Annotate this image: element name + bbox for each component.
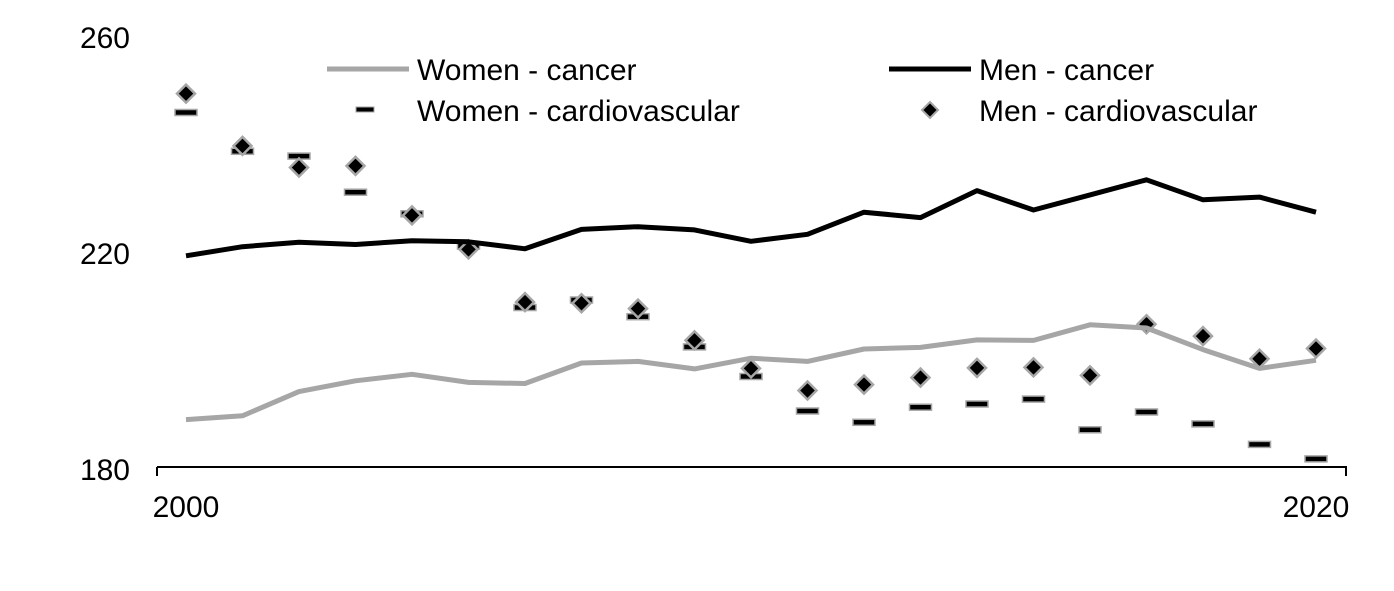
legend: Women - cancer Men - cancer Women - card… bbox=[327, 54, 1257, 128]
data-point-men-cardiovascular-2013 bbox=[909, 366, 932, 389]
data-point-men-cardiovascular-2000 bbox=[175, 82, 197, 105]
x-tick-label-2000: 2000 bbox=[153, 491, 220, 524]
data-point-men-cardiovascular-2011 bbox=[796, 379, 819, 402]
legend-swatch-women-cardiovascular bbox=[355, 106, 375, 113]
data-point-women-cardiovascular-2019 bbox=[1247, 440, 1272, 449]
data-point-men-cardiovascular-2018 bbox=[1192, 325, 1214, 347]
legend-label-men-cardiovascular: Men - cardiovascular bbox=[979, 95, 1257, 128]
x-tick-label-2020: 2020 bbox=[1283, 491, 1350, 524]
data-point-men-cardiovascular-2008 bbox=[627, 297, 649, 320]
series-men-cardiovascular bbox=[175, 82, 1327, 402]
data-point-women-cardiovascular-2000 bbox=[174, 108, 198, 117]
y-tick-label-220: 220 bbox=[80, 238, 130, 271]
data-point-women-cardiovascular-2011 bbox=[795, 407, 820, 415]
data-point-men-cardiovascular-2003 bbox=[344, 155, 367, 177]
legend-item-women-cardiovascular: Women - cardiovascular bbox=[355, 95, 740, 128]
data-point-men-cardiovascular-2012 bbox=[853, 373, 875, 396]
series-line-men-cancer bbox=[185, 177, 1317, 259]
legend-swatch-men-cardiovascular bbox=[920, 100, 940, 120]
data-point-men-cardiovascular-2006 bbox=[514, 291, 536, 313]
y-tick-label-180: 180 bbox=[80, 454, 130, 487]
data-point-men-cardiovascular-2010 bbox=[740, 357, 762, 380]
data-point-women-cardiovascular-2017 bbox=[1134, 408, 1159, 416]
y-tick-label-260: 260 bbox=[80, 22, 130, 55]
axes: 260 220 180 2000 2020 bbox=[80, 22, 1349, 524]
data-point-men-cardiovascular-2015 bbox=[1022, 356, 1045, 379]
plot-area bbox=[174, 82, 1328, 463]
data-point-women-cardiovascular-2014 bbox=[965, 400, 989, 408]
legend-label-women-cardiovascular: Women - cardiovascular bbox=[417, 95, 740, 128]
series-women-cardiovascular bbox=[174, 108, 1328, 463]
data-point-men-cardiovascular-2009 bbox=[683, 329, 706, 352]
data-point-men-cardiovascular-2002 bbox=[288, 156, 310, 179]
series-line-women-cancer bbox=[185, 322, 1317, 423]
data-point-women-cardiovascular-2012 bbox=[852, 418, 876, 427]
legend-item-women-cancer: Women - cancer bbox=[327, 54, 637, 87]
data-point-men-cardiovascular-2001 bbox=[231, 135, 254, 157]
legend-item-men-cancer: Men - cancer bbox=[889, 54, 1154, 87]
legend-item-men-cardiovascular: Men - cardiovascular bbox=[920, 95, 1257, 128]
data-point-women-cardiovascular-2015 bbox=[1021, 395, 1046, 403]
data-point-women-cardiovascular-2020 bbox=[1304, 455, 1328, 463]
data-point-women-cardiovascular-2016 bbox=[1078, 426, 1102, 434]
data-point-women-cardiovascular-2013 bbox=[908, 403, 933, 411]
data-point-men-cardiovascular-2016 bbox=[1079, 364, 1101, 387]
series-men-cancer bbox=[185, 177, 1317, 259]
data-point-men-cardiovascular-2020 bbox=[1305, 337, 1327, 360]
legend-label-women-cancer: Women - cancer bbox=[417, 54, 637, 87]
data-point-men-cardiovascular-2014 bbox=[966, 357, 988, 379]
data-point-women-cardiovascular-2003 bbox=[343, 188, 368, 196]
data-point-men-cardiovascular-2007 bbox=[570, 292, 593, 314]
data-point-women-cardiovascular-2018 bbox=[1191, 420, 1215, 428]
series-women-cancer bbox=[185, 322, 1317, 423]
data-point-men-cardiovascular-2004 bbox=[401, 204, 423, 227]
legend-label-men-cancer: Men - cancer bbox=[979, 54, 1154, 87]
